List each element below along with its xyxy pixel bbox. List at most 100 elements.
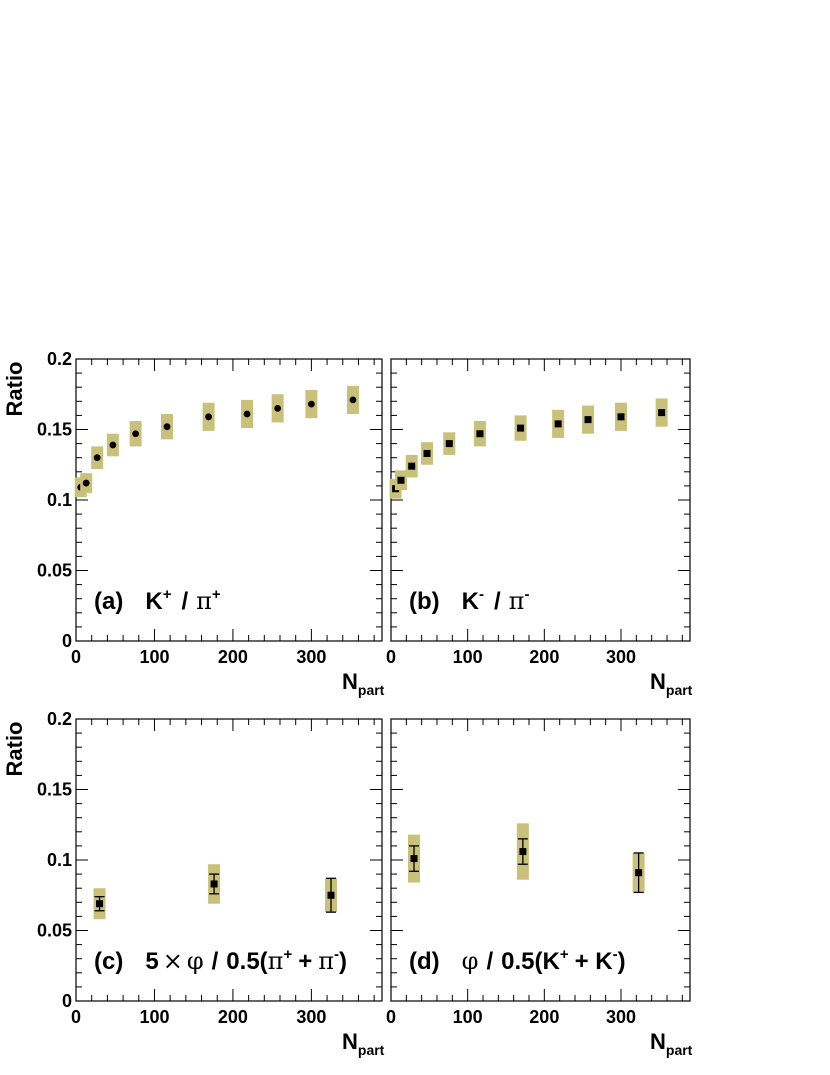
data-point [305,390,318,419]
label-part: π [509,587,525,615]
data-point [91,446,104,469]
data-point [93,888,106,920]
label-part: / [181,588,188,615]
label-part: + [298,948,312,975]
label-part: 0.5(K [501,948,560,975]
x-tick-label: 200 [218,1007,248,1027]
marker [445,440,453,448]
label-part: part [358,1042,385,1058]
data-point [632,852,645,894]
label-part: / [212,948,219,975]
x-tick-label: 200 [218,647,248,667]
x-tick-label: 300 [606,1007,636,1027]
label-part: 0.5( [226,948,267,975]
x-tick-label: 200 [529,1007,559,1027]
label-part: K [145,588,163,615]
marker [327,891,335,899]
x-axis-title: Npart [650,669,693,698]
label-part: × [163,947,183,975]
label-part: + [212,586,221,603]
data-point [552,409,565,438]
panel-label-c: (c) 5 × φ/0.5(π+ + π-) [94,946,347,975]
panel-label-b: (b) K- / π- [409,586,529,615]
x-tick-label: 100 [453,1007,483,1027]
y-tick-label: 0.05 [37,921,72,941]
x-tick-label: 200 [529,647,559,667]
marker [519,848,527,856]
label-part: - [613,946,618,963]
label-part: / [486,948,493,975]
y-tick-label: 0.05 [37,561,72,581]
data-point [421,442,434,465]
data-point [208,864,221,904]
label-part: π [268,947,284,975]
label-part: + [283,946,292,963]
panel-d: 0 100 200 300 Npart (d) φ / 0.5(K+ + K-) [386,718,693,1058]
marker [205,413,213,421]
y-tick-label: 0.2 [47,709,72,729]
marker [410,855,418,863]
label-part: π [318,947,334,975]
x-tick-label: 100 [453,647,483,667]
marker [210,880,218,888]
x-tick-label: 0 [386,1007,396,1027]
y-tick-label: 0.1 [47,850,72,870]
marker [243,410,251,418]
x-axis-title: Npart [650,1029,693,1058]
label-part: N [342,669,358,694]
marker [163,423,171,431]
marker [408,462,416,470]
marker [96,900,104,908]
label-part: + [560,946,569,963]
data-point [516,823,529,880]
label-part: - [524,586,529,603]
x-tick-label: 0 [71,1007,81,1027]
label-part: - [479,586,484,603]
label-part: π [196,587,212,615]
data-point [129,421,142,447]
y-axis-title: Ratio [2,362,27,417]
marker [307,400,315,408]
marker [617,413,625,421]
marker [423,449,431,457]
x-axis-title: Npart [342,669,385,698]
y-tick-label: 0.15 [37,420,72,440]
panel-c: 0 100 200 300 0 0.05 0.1 0.15 0.2 Npart Ratio (c) 5 ×… [2,709,385,1058]
data-point [106,433,119,457]
marker [349,396,357,404]
marker [584,416,592,424]
label-part: (a) [94,588,123,615]
x-tick-label: 100 [139,1007,169,1027]
data-point [346,385,359,414]
marker [658,409,666,417]
label-part: N [650,669,666,694]
label-part: (c) [94,948,123,975]
data-point [408,834,420,883]
label-part: φ [187,947,204,975]
data-point [582,405,595,434]
data-point [271,394,284,423]
data-point [473,421,486,447]
label-part: / [494,588,501,615]
y-tick-label: 0.2 [47,349,72,369]
y-tick-label: 0.1 [47,490,72,510]
label-part: φ [462,947,479,975]
label-part: ) [618,948,626,975]
marker [397,476,405,484]
data-point [202,402,215,431]
x-tick-label: 300 [296,647,326,667]
label-part: + K [575,948,614,975]
y-tick-label: 0.15 [37,780,72,800]
label-part: N [650,1029,666,1054]
label-part: part [358,682,385,698]
y-tick-label: 0 [62,991,72,1011]
panel-label-d: (d) φ / 0.5(K+ + K-) [409,946,626,975]
label-part: ) [339,948,347,975]
panel-label-a: (a) K+ / π+ [94,586,221,615]
data-point [514,415,527,441]
marker [82,479,90,487]
x-tick-label: 300 [296,1007,326,1027]
